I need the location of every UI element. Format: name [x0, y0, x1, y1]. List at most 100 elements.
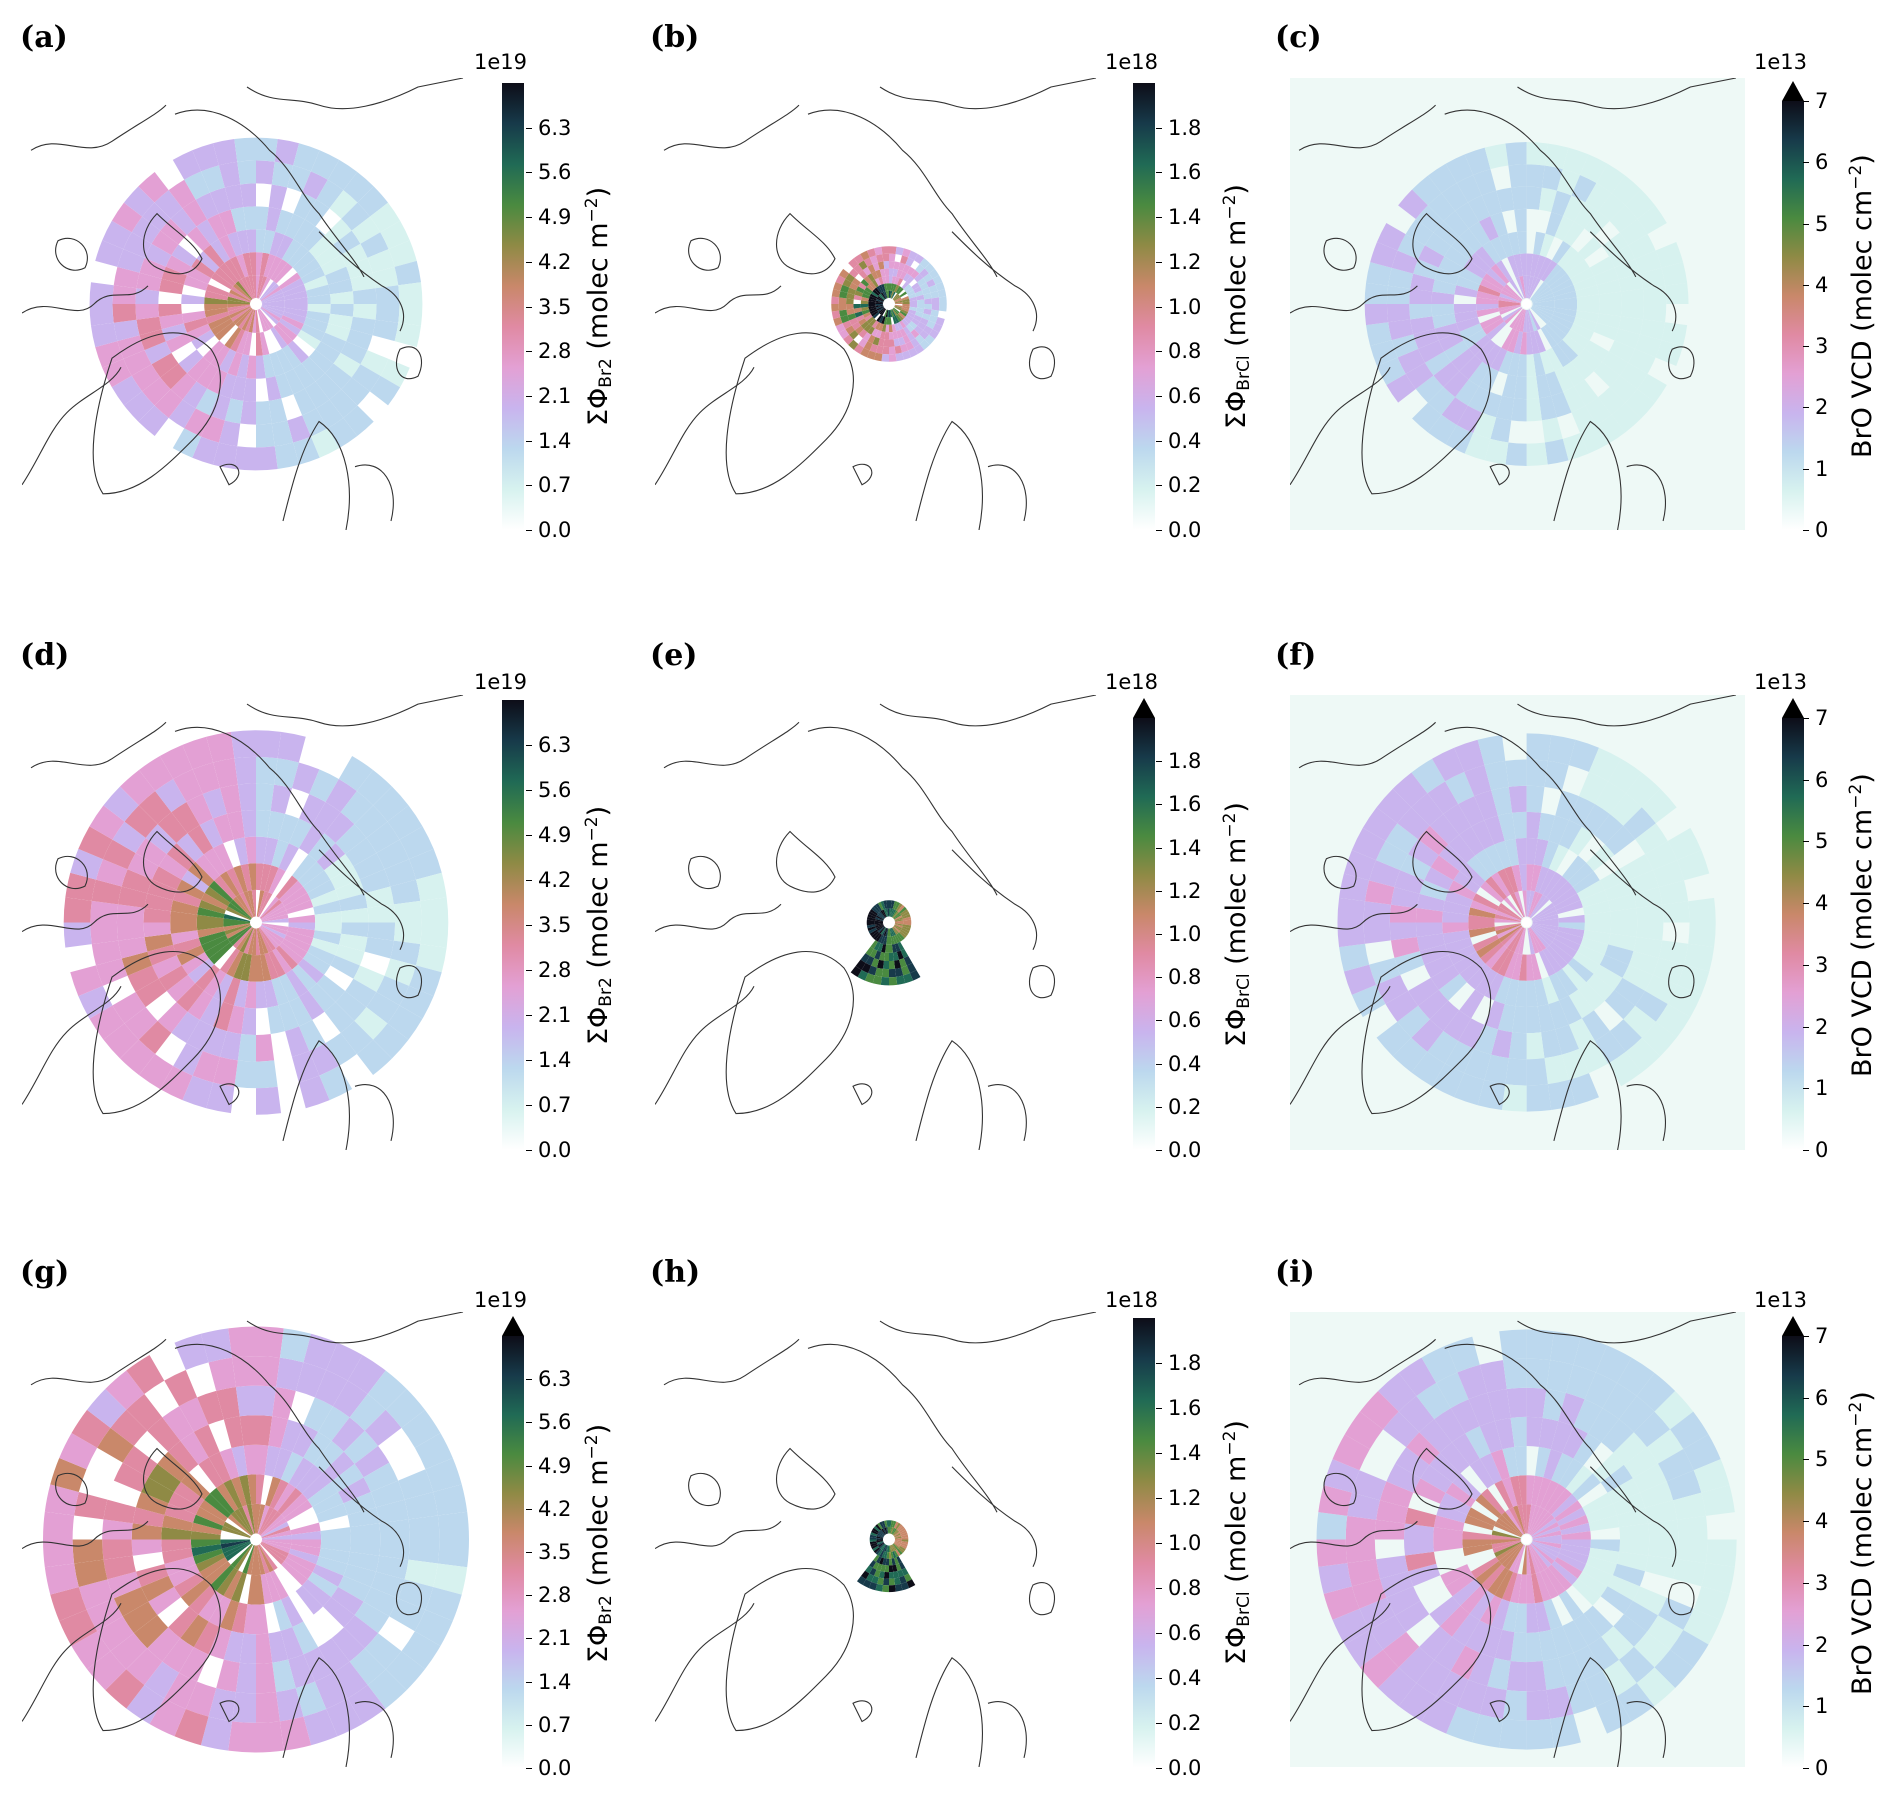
field-cell: [1554, 1557, 1583, 1579]
field-cell: [238, 278, 253, 300]
colorbar-tick: 0.4: [1155, 1051, 1202, 1076]
coastline: [1589, 849, 1677, 951]
field-cell: [182, 199, 208, 227]
field-cell: [1460, 1584, 1488, 1614]
field-cell: [295, 1681, 327, 1717]
field-cell: [880, 292, 886, 300]
field-cell: [1454, 1073, 1485, 1106]
field-cell: [335, 990, 367, 1021]
field-cell: [1458, 796, 1485, 827]
field-cell: [299, 794, 326, 826]
field-cell: [1609, 205, 1638, 233]
field-cell: [1388, 319, 1414, 341]
field-cell: [271, 977, 289, 1006]
field-cell: [915, 334, 925, 344]
field-cell: [280, 1595, 304, 1628]
field-cell: [233, 952, 248, 980]
field-cell: [914, 273, 924, 283]
field-cell: [357, 186, 389, 217]
field-cell: [886, 317, 889, 325]
field-cell: [1462, 1539, 1492, 1548]
field-cell: [919, 258, 930, 269]
field-cell: [1496, 1518, 1522, 1537]
field-cell: [288, 922, 316, 931]
field-cell: [1410, 316, 1435, 335]
field-cell: [1543, 1598, 1563, 1630]
field-cell: [102, 1519, 133, 1540]
field-cell: [145, 824, 177, 855]
field-cell: [208, 315, 231, 330]
field-cell: [1584, 911, 1612, 923]
coastline: [92, 1568, 221, 1732]
field-cell: [256, 756, 278, 785]
field-cell: [862, 332, 872, 342]
field-cell: [261, 304, 285, 312]
field-cell: [246, 355, 256, 379]
field-cell: [1526, 398, 1542, 422]
field-cell: [1565, 1465, 1593, 1495]
field-cell: [854, 325, 864, 335]
field-cell: [875, 1548, 882, 1555]
field-cell: [212, 1001, 234, 1032]
field-cell: [1570, 323, 1594, 341]
field-cell: [1576, 294, 1600, 304]
field-cell: [928, 329, 940, 340]
field-cell: [1526, 309, 1531, 333]
field-cell: [173, 1481, 205, 1507]
field-cell: [190, 1539, 221, 1549]
field-cell: [890, 928, 895, 937]
field-cell: [1479, 216, 1499, 241]
field-cell: [181, 952, 210, 975]
field-cell: [350, 316, 376, 336]
field-cell: [179, 1647, 209, 1682]
field-cell: [1616, 1507, 1649, 1528]
field-cell: [1475, 1494, 1502, 1519]
field-cell: [889, 290, 891, 299]
field-cell: [1587, 1408, 1619, 1443]
field-cell: [274, 138, 300, 166]
field-cell: [1557, 1507, 1587, 1527]
field-cell: [1602, 351, 1629, 376]
field-cell: [894, 1536, 902, 1539]
field-cell: [901, 1541, 909, 1545]
field-cell: [1509, 1573, 1523, 1604]
field-cell: [909, 969, 921, 981]
field-cell: [1609, 793, 1642, 826]
field-cell: [889, 1520, 892, 1527]
field-cell: [287, 165, 311, 193]
field-cell: [902, 350, 912, 360]
field-cell: [285, 969, 309, 997]
field-cell: [915, 311, 924, 318]
field-cell: [1450, 1399, 1480, 1434]
map-svg: [1290, 1312, 1737, 1767]
field-cell: [1599, 954, 1629, 978]
field-cell: [307, 945, 336, 966]
field-cell: [1507, 330, 1520, 353]
field-cell: [899, 1529, 907, 1535]
field-cell: [883, 1578, 889, 1586]
field-cell: [256, 981, 268, 1009]
field-cell: [314, 922, 342, 934]
field-cell: [1504, 952, 1519, 979]
field-cell: [308, 349, 334, 374]
field-cell: [1526, 142, 1548, 166]
field-cell: [338, 755, 374, 792]
field-cell: [1515, 276, 1526, 299]
field-cell: [880, 1564, 886, 1572]
field-cell: [258, 309, 271, 331]
field-cell: [860, 347, 870, 358]
field-cell: [1383, 1631, 1420, 1668]
coastline: [725, 1568, 854, 1732]
map-svg: [22, 78, 464, 530]
colorbar-tick: 7: [1802, 89, 1829, 113]
field-cell: [308, 234, 334, 259]
field-cell: [858, 282, 867, 290]
field-cell: [1533, 255, 1546, 278]
field-cell: [896, 933, 903, 942]
field-cell: [102, 220, 132, 250]
field-cell: [894, 901, 901, 911]
colorbar-tick: 0.0: [1155, 1756, 1202, 1780]
field-cell: [1486, 268, 1507, 287]
field-cell: [433, 1563, 468, 1595]
field-cell: [414, 1433, 453, 1470]
